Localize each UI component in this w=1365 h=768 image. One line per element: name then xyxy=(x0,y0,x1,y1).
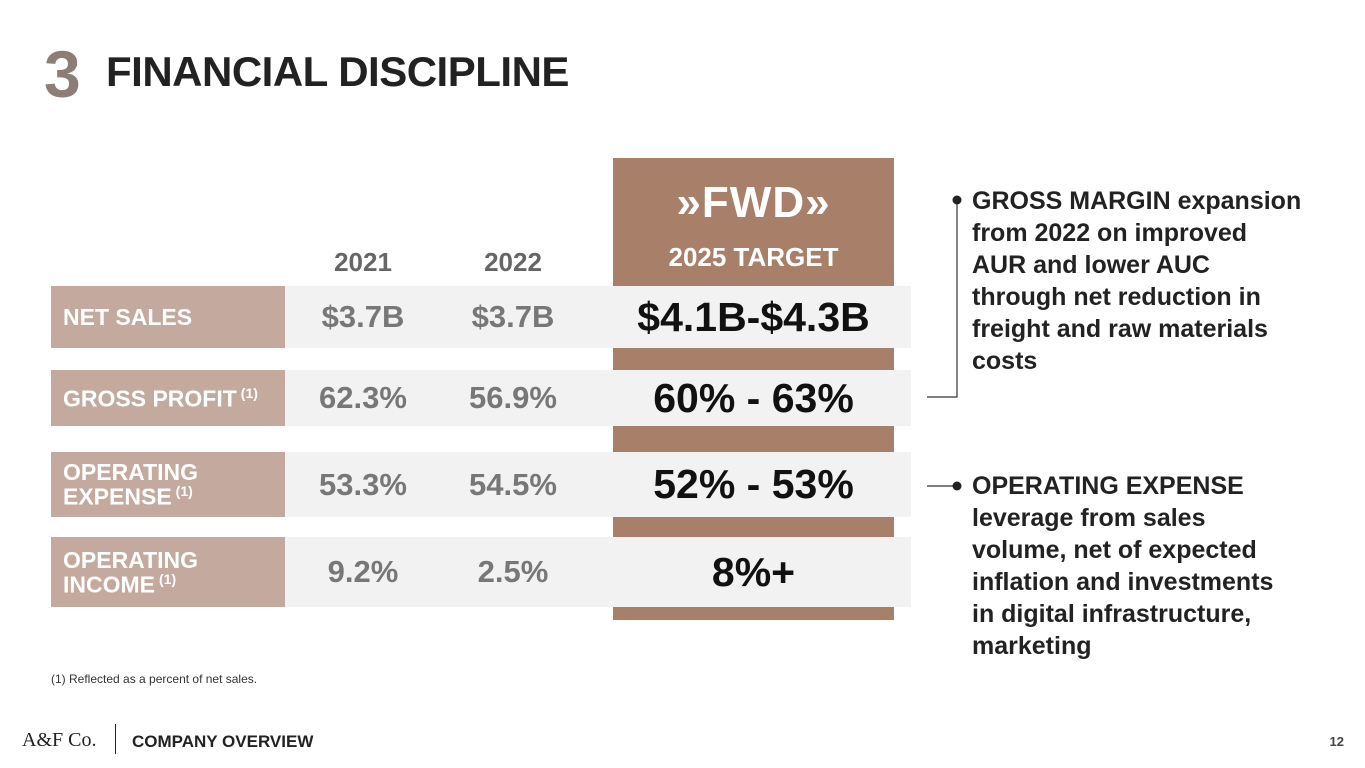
divider xyxy=(115,724,116,754)
connector xyxy=(927,200,958,398)
row-label-text: GROSS PROFIT xyxy=(63,385,237,412)
callout-body: expansion from 2022 on improved AUR and … xyxy=(972,187,1302,375)
bullet xyxy=(952,195,962,205)
row-label: NET SALES xyxy=(63,305,192,329)
row-label: OPERATING INCOME (1) xyxy=(63,548,223,597)
cell-value: 54.5% xyxy=(469,466,557,502)
target-header: 2025 TARGET xyxy=(668,242,839,272)
callout: OPERATING EXPENSE leverage from sales vo… xyxy=(972,470,1302,662)
target-value: 8%+ xyxy=(613,537,894,607)
footnote-mark: (1) xyxy=(240,384,258,401)
row-label-cell: NET SALES xyxy=(51,286,285,348)
target-value: $4.1B-$4.3B xyxy=(613,286,894,348)
cell-value: 53.3% xyxy=(319,466,407,502)
callout-heading: OPERATING EXPENSE xyxy=(972,472,1244,500)
callout-body: leverage from sales volume, net of expec… xyxy=(972,504,1274,660)
column-header: 2022 xyxy=(484,247,542,277)
row-label-text: NET SALES xyxy=(63,303,193,330)
row-label-cell: GROSS PROFIT (1) xyxy=(51,370,285,426)
row-label-text: OPERATING EXPENSE xyxy=(63,459,199,510)
row-label-cell: OPERATING EXPENSE (1) xyxy=(51,452,285,517)
page-number: 12 xyxy=(1329,734,1344,749)
column-header: 2021 xyxy=(334,247,392,277)
cell-value: 9.2% xyxy=(327,554,399,589)
cell-value: 56.9% xyxy=(469,380,557,415)
footnote: (1) Reflected as a percent of net sales. xyxy=(51,672,258,686)
slide-title: FINANCIAL DISCIPLINE xyxy=(106,48,569,95)
brand: A&F Co. xyxy=(22,729,97,751)
target-value: 60% - 63% xyxy=(613,370,894,426)
row-label-cell: OPERATING INCOME (1) xyxy=(51,537,285,607)
target-value: 52% - 53% xyxy=(613,452,894,517)
section-number: 3 xyxy=(44,37,81,111)
row-label: OPERATING EXPENSE (1) xyxy=(63,460,223,509)
cell-value: 2.5% xyxy=(477,554,549,589)
cell-value: $3.7B xyxy=(471,299,555,334)
bullet xyxy=(952,481,962,491)
row-label: GROSS PROFIT (1) xyxy=(63,384,258,412)
cell-value: $3.7B xyxy=(321,299,405,334)
cell-value: 62.3% xyxy=(319,380,407,415)
footnote-mark: (1) xyxy=(175,483,193,500)
callout-heading: GROSS MARGIN xyxy=(972,187,1171,215)
fwd-logo: »FWD» xyxy=(676,178,831,227)
callout: GROSS MARGIN expansion from 2022 on impr… xyxy=(972,185,1302,377)
footer-section: COMPANY OVERVIEW xyxy=(132,732,314,751)
row-label-text: OPERATING INCOME xyxy=(63,546,199,598)
footnote-mark: (1) xyxy=(159,570,177,587)
